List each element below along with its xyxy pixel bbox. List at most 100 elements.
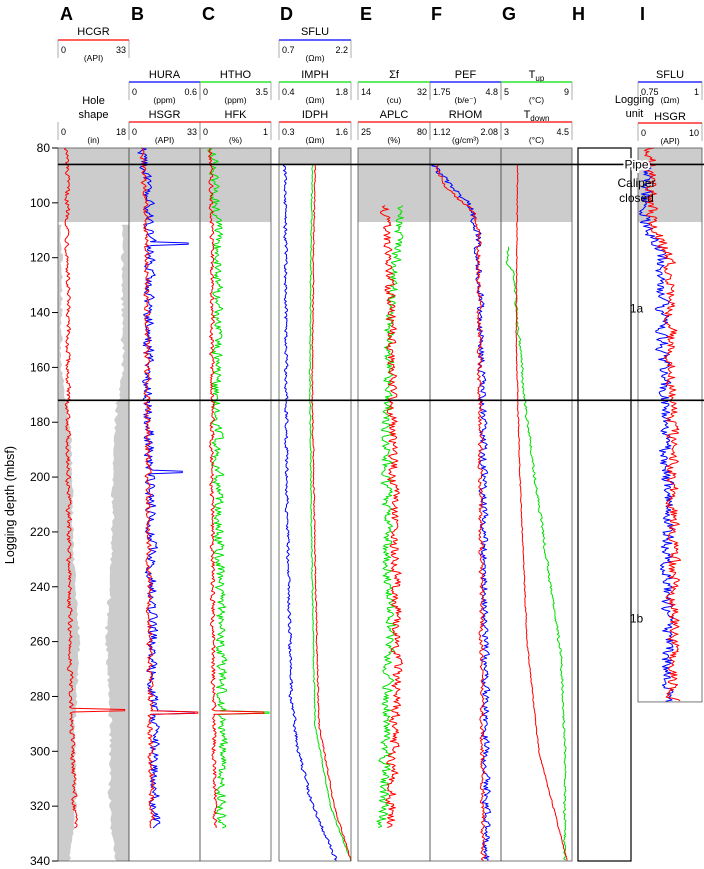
log-curves: [64, 147, 681, 861]
y-tick-label-320: 320: [30, 799, 50, 813]
header-max-i-0: 1: [694, 87, 699, 97]
curve-i-hsgr: [644, 147, 681, 702]
curve-f-rhom: [435, 164, 486, 861]
hole-wall-left: [58, 224, 81, 862]
header-name-b-1: HSGR: [149, 109, 181, 121]
panel-letter-d: D: [280, 4, 293, 24]
curve-d-imph: [308, 164, 352, 861]
header-name-e-0: Σf: [389, 69, 400, 81]
curve-i-sflu: [639, 164, 675, 702]
header-min-c-0: 0: [203, 87, 208, 97]
header-min-d-0: 0.7: [282, 45, 295, 55]
header-name-e-1: APLC: [380, 109, 409, 121]
y-tick-label-240: 240: [30, 580, 50, 594]
y-tick-label-200: 200: [30, 470, 50, 484]
header-name-d-0: SFLU: [301, 26, 329, 38]
header-unit-d-0: (Ωm): [305, 53, 324, 63]
header-unit-g-0: (°C): [529, 95, 544, 105]
header-unit-b-0: (ppm): [153, 95, 175, 105]
shaded-interval-d: [279, 148, 351, 165]
shaded-interval-e: [358, 148, 430, 223]
header-name-i-1: HSGR: [654, 111, 686, 123]
y-tick-label-80: 80: [37, 141, 51, 155]
unit-label-pipe: Pipe: [624, 157, 648, 171]
header-name-c-0: HTHO: [220, 69, 252, 81]
header-name-f-0: PEF: [455, 69, 477, 81]
header-unit-c-0: (ppm): [224, 95, 246, 105]
curve-d-idph: [311, 164, 352, 861]
header-unit-g-1: (°C): [529, 135, 544, 145]
track-frames: [57, 147, 704, 862]
panel-letter-h: H: [572, 4, 585, 24]
curve-c-htho: [207, 147, 270, 829]
y-tick-label-280: 280: [30, 689, 50, 703]
y-axis-label: Logging depth (mbsf): [3, 446, 17, 564]
header-min-b-0: 0: [132, 87, 137, 97]
panel-letter-e: E: [360, 4, 372, 24]
header-max-f-1: 2.08: [480, 127, 498, 137]
header-min-e-1: 25: [361, 127, 371, 137]
shaded-interval-a: [58, 148, 129, 223]
header-min-g-1: 3: [504, 127, 509, 137]
track-frame-g: [500, 147, 573, 862]
header-name-d-1: IMPH: [301, 69, 329, 81]
curve-a-hcgr: [64, 147, 126, 829]
header-max-g-1: 4.5: [556, 127, 569, 137]
unit-label-1a: 1a: [630, 302, 644, 316]
header-min-d-2: 0.3: [282, 127, 295, 137]
shaded-interval-b: [129, 148, 200, 223]
curve-e-σf: [376, 205, 404, 828]
hole-wall-right: [104, 224, 129, 862]
depth-axis: Logging depth (mbsf) 80 100 120 140 160 180 20…: [3, 141, 58, 868]
y-tick-label-100: 100: [30, 196, 50, 210]
header-unit-d-1: (Ωm): [305, 95, 324, 105]
curve-e-aplc: [380, 205, 403, 828]
logging-unit-header-2: unit: [626, 108, 644, 120]
y-tick-label-300: 300: [30, 744, 50, 758]
header-min-e-0: 14: [361, 87, 371, 97]
header-max-g-0: 9: [564, 87, 569, 97]
header-name-g-1: Tdown: [524, 109, 550, 123]
track-frame-f: [429, 147, 502, 862]
header-min-f-1: 1.12: [433, 127, 451, 137]
header-unit-a-0: (API): [84, 53, 104, 63]
header-name-a-1-1: Hole: [82, 95, 105, 107]
y-tick-label-140: 140: [30, 306, 50, 320]
header-name-i-0: SFLU: [656, 69, 684, 81]
header-max-d-0: 2.2: [335, 45, 348, 55]
panel-letter-i: I: [640, 4, 645, 24]
y-tick-label-220: 220: [30, 525, 50, 539]
header-unit-f-0: (b/e⁻): [455, 95, 477, 105]
header-max-d-1: 1.8: [335, 87, 348, 97]
curve-c-hfk: [208, 147, 265, 829]
y-tick-label-340: 340: [30, 854, 50, 868]
header-max-a-0: 33: [116, 45, 126, 55]
shaded-interval-i: [638, 148, 702, 223]
header-min-f-0: 1.75: [433, 87, 451, 97]
track-frame-i: [637, 147, 703, 703]
header-name-b-0: HURA: [149, 69, 181, 81]
header-unit-f-1: (g/cm³): [452, 135, 479, 145]
header-unit-e-0: (cu): [387, 95, 402, 105]
panel-letter-f: F: [431, 4, 442, 24]
header-min-c-1: 0: [203, 127, 208, 137]
header-max-f-0: 4.8: [485, 87, 498, 97]
header-unit-b-1: (API): [155, 135, 175, 145]
y-tick-label-160: 160: [30, 360, 50, 374]
curve-d-sflu: [282, 164, 337, 861]
panel-letter-c: C: [202, 4, 215, 24]
header-min-i-0: 0.75: [641, 87, 659, 97]
header-min-g-0: 5: [504, 87, 509, 97]
unit-label-caliper-2: closed: [619, 191, 654, 205]
curve-b-hsgr: [139, 147, 199, 829]
header-max-b-1: 33: [187, 127, 197, 137]
header-name-c-1: HFK: [225, 109, 248, 121]
header-max-a-1: 18: [116, 127, 126, 137]
track-frame-b: [128, 147, 201, 862]
shaded-interval-g: [501, 148, 572, 223]
shaded-intervals: [58, 148, 702, 862]
unit-label-caliper-1: Caliper: [617, 176, 655, 190]
header-unit-i-0: (Ωm): [660, 95, 679, 105]
panel-letter-a: A: [60, 4, 73, 24]
